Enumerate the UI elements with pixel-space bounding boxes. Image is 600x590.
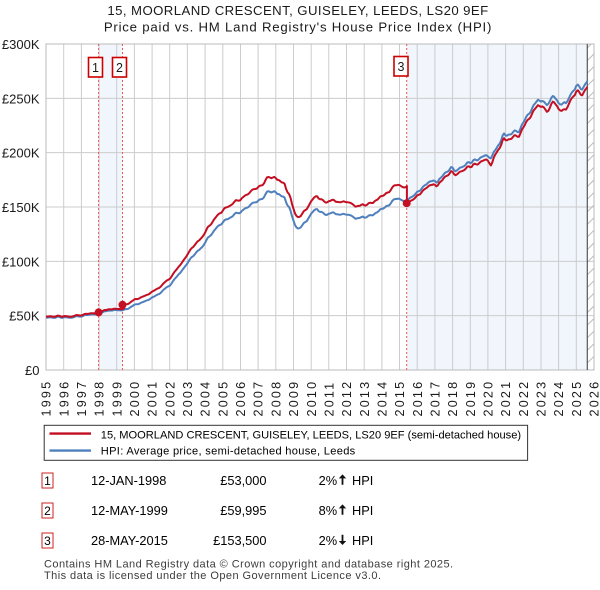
- svg-text:HPI: Average price, semi-detac: HPI: Average price, semi-detached house,…: [101, 446, 356, 458]
- svg-text:2022: 2022: [517, 380, 531, 417]
- svg-text:£200K: £200K: [2, 146, 40, 161]
- svg-text:£153,500: £153,500: [213, 533, 266, 548]
- svg-text:2024: 2024: [552, 380, 566, 417]
- svg-text:2013: 2013: [358, 380, 372, 417]
- svg-text:2005: 2005: [216, 380, 230, 417]
- svg-text:2006: 2006: [234, 380, 248, 417]
- svg-text:Price paid vs. HM Land Registr: Price paid vs. HM Land Registry's House …: [104, 20, 492, 35]
- svg-text:£250K: £250K: [2, 91, 40, 106]
- svg-text:1999: 1999: [110, 380, 124, 417]
- svg-text:1996: 1996: [57, 380, 71, 417]
- svg-text:1998: 1998: [93, 380, 107, 417]
- svg-text:28-MAY-2015: 28-MAY-2015: [91, 533, 168, 548]
- svg-text:£150K: £150K: [2, 200, 40, 215]
- svg-text:2020: 2020: [482, 380, 496, 417]
- svg-text:£0: £0: [25, 363, 39, 378]
- svg-text:2000: 2000: [128, 380, 142, 417]
- svg-text:2025: 2025: [570, 380, 584, 417]
- svg-text:3: 3: [44, 534, 51, 548]
- svg-text:2014: 2014: [376, 380, 390, 417]
- svg-text:2008: 2008: [269, 380, 283, 417]
- svg-text:2007: 2007: [252, 380, 266, 417]
- svg-text:£300K: £300K: [2, 37, 40, 52]
- svg-text:2%: 2%: [319, 533, 338, 548]
- svg-text:2012: 2012: [340, 380, 354, 417]
- svg-text:2015: 2015: [393, 380, 407, 417]
- svg-text:2009: 2009: [287, 380, 301, 417]
- svg-text:£59,995: £59,995: [220, 503, 266, 518]
- svg-text:2: 2: [116, 61, 123, 75]
- svg-text:8%: 8%: [319, 503, 338, 518]
- svg-text:2021: 2021: [499, 380, 513, 417]
- svg-text:1: 1: [92, 61, 99, 75]
- svg-text:2026: 2026: [588, 380, 600, 417]
- svg-text:£100K: £100K: [2, 254, 40, 269]
- svg-text:This data is licensed under th: This data is licensed under the Open Gov…: [44, 570, 381, 582]
- svg-text:2016: 2016: [411, 380, 425, 417]
- svg-text:2011: 2011: [322, 381, 336, 417]
- svg-text:2017: 2017: [429, 380, 443, 417]
- svg-text:2001: 2001: [146, 380, 160, 417]
- svg-text:2003: 2003: [181, 380, 195, 417]
- svg-text:2019: 2019: [464, 380, 478, 417]
- svg-text:Contains HM Land Registry data: Contains HM Land Registry data © Crown c…: [44, 559, 454, 571]
- svg-text:12-JAN-1998: 12-JAN-1998: [91, 473, 166, 488]
- svg-text:2%: 2%: [319, 473, 338, 488]
- svg-text:2018: 2018: [446, 380, 460, 417]
- svg-text:3: 3: [398, 60, 405, 74]
- svg-text:£53,000: £53,000: [220, 473, 266, 488]
- svg-text:1995: 1995: [40, 380, 54, 417]
- svg-text:2: 2: [44, 504, 51, 518]
- svg-text:£50K: £50K: [9, 309, 40, 324]
- svg-text:15, MOORLAND CRESCENT, GUISELE: 15, MOORLAND CRESCENT, GUISELEY, LEEDS, …: [101, 429, 521, 441]
- svg-text:HPI: HPI: [352, 473, 373, 488]
- svg-text:HPI: HPI: [352, 533, 373, 548]
- svg-text:HPI: HPI: [352, 503, 373, 518]
- svg-text:1997: 1997: [75, 380, 89, 417]
- svg-text:2002: 2002: [163, 380, 177, 417]
- svg-text:15, MOORLAND CRESCENT, GUISELE: 15, MOORLAND CRESCENT, GUISELEY, LEEDS, …: [107, 3, 488, 18]
- svg-text:2010: 2010: [305, 380, 319, 417]
- svg-text:2023: 2023: [535, 380, 549, 417]
- svg-text:2004: 2004: [199, 380, 213, 417]
- svg-text:1: 1: [44, 474, 51, 488]
- svg-text:12-MAY-1999: 12-MAY-1999: [91, 503, 168, 518]
